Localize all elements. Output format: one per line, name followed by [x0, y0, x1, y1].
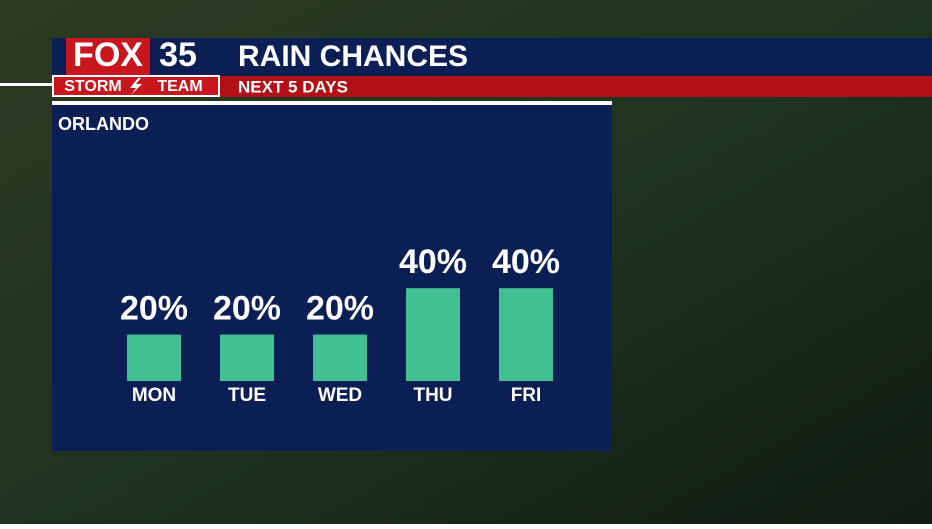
- bar: [499, 288, 553, 381]
- panel-rule: [52, 101, 612, 105]
- value-label: 20%: [306, 290, 374, 328]
- title-bar: [52, 38, 932, 76]
- value-label: 40%: [399, 243, 467, 281]
- chart-title: RAIN CHANCES: [238, 40, 468, 73]
- value-label: 20%: [120, 290, 188, 328]
- value-label: 20%: [213, 290, 281, 328]
- value-label: 40%: [492, 243, 560, 281]
- chart-subtitle: NEXT 5 DAYS: [238, 77, 348, 96]
- category-label: FRI: [511, 385, 542, 406]
- logo-network: FOX: [73, 36, 143, 74]
- bolt: [130, 78, 142, 95]
- category-label: TUE: [228, 385, 266, 406]
- bar: [220, 334, 274, 381]
- category-label: MON: [132, 385, 176, 406]
- bar: [406, 288, 460, 381]
- team-right: TEAM: [157, 78, 202, 95]
- logo-channel: 35: [159, 36, 197, 74]
- subtitle-bar: [52, 76, 932, 97]
- category-label: WED: [318, 385, 362, 406]
- bar: [127, 334, 181, 381]
- bar: [313, 334, 367, 381]
- category-label: THU: [413, 385, 452, 406]
- location: ORLANDO: [58, 114, 149, 134]
- panel: [52, 101, 612, 451]
- rule: [0, 83, 52, 86]
- logo-box: [66, 38, 150, 75]
- team-left: STORM: [64, 78, 121, 95]
